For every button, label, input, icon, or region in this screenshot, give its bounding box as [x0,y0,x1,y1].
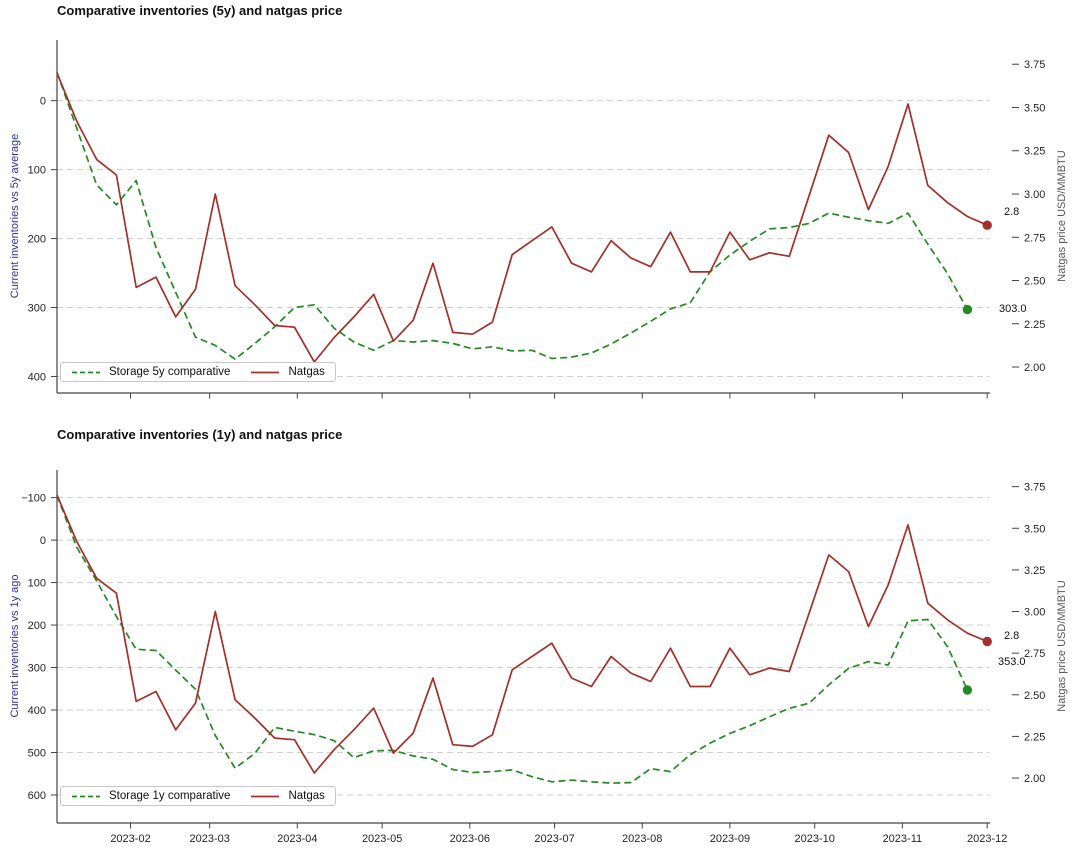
x-tick-label: 2023-04 [277,833,317,845]
right-tick-label: 3.50 [1024,523,1045,535]
y-tick-label: −100 [21,493,46,505]
x-tick-label: 2023-12 [967,833,1007,845]
right-tick-label: 3.00 [1024,189,1045,201]
x-tick-label: 2023-07 [534,833,574,845]
chart1-legend: Storage 5y comparative Natgas [60,362,336,382]
x-tick-label: 2023-06 [450,833,490,845]
y-tick-label: 300 [28,663,46,675]
chart2-storage-annotation: 353.0 [998,656,1026,668]
chart2-title: Comparative inventories (1y) and natgas … [57,427,343,442]
chart1-y-axis-label-left: Current inventories vs 5y average [9,133,21,299]
y-tick-label: 0 [40,535,46,547]
series-line-natgas [56,72,988,363]
series-line-natgas [56,494,988,774]
end-marker [962,304,973,315]
x-tick-label: 2023-08 [622,833,662,845]
right-tick-label: 2.75 [1024,232,1045,244]
right-tick-label: 3.25 [1024,146,1045,158]
x-tick-label: 2023-09 [710,833,750,845]
x-tick-label: 2023-10 [795,833,835,845]
solid-line-swatch [251,371,280,373]
chart2-y-axis-label-left: Current inventories vs 1y ago [9,574,21,718]
legend-item-storage: Storage 1y comparative [71,790,230,802]
chart1-price-annotation: 2.8 [1004,206,1020,218]
dashed-line-swatch [72,795,100,797]
y-tick-label: 500 [28,747,46,759]
solid-line-swatch [251,795,280,797]
y-tick-label: 100 [28,165,46,177]
y-tick-label: 200 [28,620,46,632]
y-tick-label: 300 [28,303,46,315]
chart2-price-annotation: 2.8 [1004,630,1020,642]
y-tick-label: 400 [28,371,46,383]
legend-item-natgas: Natgas [250,366,325,378]
right-tick-label: 3.50 [1024,102,1045,114]
legend-label: Natgas [288,790,325,802]
legend-item-storage: Storage 5y comparative [71,366,230,378]
chart1-storage-annotation: 303.0 [999,303,1027,315]
y-tick-label: 200 [28,234,46,246]
y-tick-label: 600 [28,790,46,802]
legend-label: Storage 1y comparative [109,790,231,802]
right-tick-label: 2.25 [1024,731,1045,743]
right-tick-label: 2.25 [1024,319,1045,331]
right-tick-label: 3.25 [1024,565,1045,577]
x-tick-label: 2023-05 [362,833,402,845]
chart1-y-axis-label-right: Natgas price USD/MMBTU [1056,150,1068,282]
y-tick-label: 0 [40,96,46,108]
end-marker [962,685,973,695]
right-tick-label: 3.75 [1024,482,1045,494]
end-marker [982,636,992,647]
x-tick-label: 2023-11 [883,833,923,845]
right-tick-label: 2.00 [1024,773,1045,785]
right-tick-label: 2.50 [1024,690,1045,702]
chart2-legend: Storage 1y comparative Natgas [60,786,336,806]
y-tick-label: 400 [28,705,46,717]
right-tick-label: 2.75 [1024,648,1045,660]
right-tick-label: 3.75 [1024,59,1045,71]
series-line-storage [56,72,969,361]
legend-item-natgas: Natgas [250,790,325,802]
right-tick-label: 3.00 [1024,607,1045,619]
chart1-title: Comparative inventories (5y) and natgas … [57,3,343,18]
dashed-line-swatch [72,371,100,373]
right-tick-label: 2.50 [1024,276,1045,288]
end-marker [982,220,992,230]
legend-label: Storage 5y comparative [109,366,231,378]
series-line-storage [56,495,969,784]
y-tick-label: 100 [28,578,46,590]
chart2-y-axis-label-right: Natgas price USD/MMBTU [1056,580,1068,712]
x-tick-label: 2023-03 [189,833,229,845]
right-tick-label: 2.00 [1024,362,1045,374]
legend-label: Natgas [288,366,325,378]
x-tick-label: 2023-02 [110,833,150,845]
